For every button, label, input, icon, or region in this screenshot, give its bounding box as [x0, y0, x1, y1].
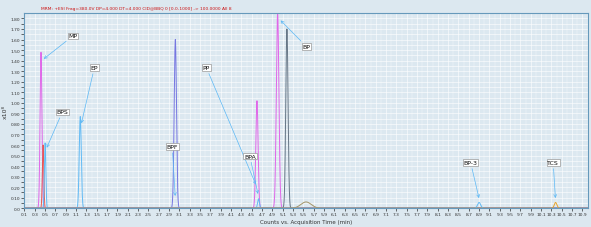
Text: PP: PP	[203, 66, 256, 184]
Y-axis label: x10⁸: x10⁸	[3, 104, 8, 118]
Text: EP: EP	[81, 66, 98, 123]
Text: TCS: TCS	[547, 160, 559, 197]
Text: BP: BP	[281, 22, 310, 50]
Text: BPS: BPS	[47, 110, 68, 147]
Text: MP: MP	[44, 34, 77, 59]
Text: MRM: +ESI Frag=380.0V DP=4.000 DT=4.000 CID@BBQ 0 [0.0-1000] -> 100.0000 All 8: MRM: +ESI Frag=380.0V DP=4.000 DT=4.000 …	[41, 7, 232, 11]
X-axis label: Counts vs. Acquisition Time (min): Counts vs. Acquisition Time (min)	[260, 219, 352, 224]
Text: BP-3: BP-3	[463, 160, 479, 197]
Text: BPF: BPF	[167, 145, 178, 195]
Text: BPA: BPA	[244, 154, 258, 193]
